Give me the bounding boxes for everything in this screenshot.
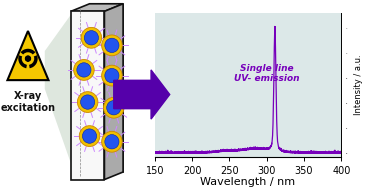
Polygon shape (90, 4, 123, 172)
Wedge shape (21, 49, 35, 56)
Polygon shape (104, 4, 123, 180)
Text: X-ray
excitation: X-ray excitation (0, 91, 56, 113)
Wedge shape (29, 55, 38, 68)
Circle shape (105, 38, 119, 53)
Circle shape (82, 129, 97, 143)
Polygon shape (71, 4, 123, 11)
Polygon shape (7, 31, 48, 80)
X-axis label: Wavelength / nm: Wavelength / nm (200, 177, 296, 187)
Circle shape (105, 68, 119, 83)
Circle shape (107, 101, 121, 115)
Polygon shape (45, 9, 75, 174)
Circle shape (101, 131, 122, 152)
Circle shape (101, 35, 122, 56)
Circle shape (78, 92, 98, 112)
Text: Single line
UV- emission: Single line UV- emission (234, 64, 300, 83)
Circle shape (101, 65, 122, 86)
Circle shape (103, 97, 124, 118)
Y-axis label: Intensity / a.u.: Intensity / a.u. (354, 55, 363, 115)
Circle shape (79, 126, 100, 146)
Circle shape (84, 31, 98, 45)
FancyArrow shape (114, 70, 170, 119)
Circle shape (105, 135, 119, 149)
Circle shape (25, 55, 31, 62)
Circle shape (73, 60, 94, 80)
Circle shape (77, 63, 91, 77)
Wedge shape (18, 55, 27, 68)
Polygon shape (71, 11, 104, 180)
Circle shape (81, 95, 95, 109)
Circle shape (81, 27, 102, 48)
